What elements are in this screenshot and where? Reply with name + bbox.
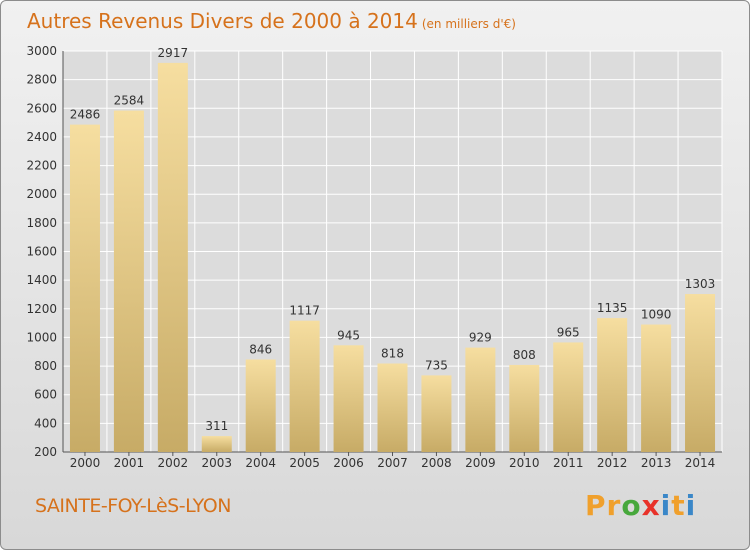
bar-value-label: 846 [249,342,272,356]
bar-value-label: 1090 [641,308,672,322]
bar [245,359,276,452]
logo-letter: t [671,489,686,522]
y-tick-label: 800 [34,359,57,373]
y-tick-label: 600 [34,388,57,402]
bar [509,364,540,452]
logo-letter: i [685,489,697,522]
bar-value-label: 2486 [70,108,101,122]
bar [377,363,408,452]
bar [465,347,496,452]
x-tick-label: 2011 [553,456,584,470]
y-tick-label: 2400 [26,130,57,144]
x-tick-label: 2014 [685,456,716,470]
label-layer: 2486 2584 2917 311 846 1117 945 818 735 929 808 965… [70,46,716,433]
chart-title: Autres Revenus Divers de 2000 à 2014 (en … [27,9,516,33]
bar-value-label: 735 [425,358,448,372]
bar-value-label: 1303 [685,277,716,291]
proxiti-logo[interactable]: Proxiti [585,489,696,522]
bar-value-label: 818 [381,346,404,360]
x-tick-label: 2005 [289,456,320,470]
x-tick-label: 2013 [641,456,672,470]
y-tick-label: 2600 [26,101,57,115]
y-tick-label: 1600 [26,245,57,259]
bar [201,436,232,452]
y-tick-label: 2800 [26,73,57,87]
x-tick-label: 2002 [158,456,189,470]
x-tick-label: 2007 [377,456,408,470]
y-tick-label: 400 [34,416,57,430]
bar [421,375,452,452]
chart-title-text: Autres Revenus Divers de 2000 à 2014 [27,9,418,33]
bar-value-label: 1135 [597,301,628,315]
bar [641,324,672,452]
logo-letter: r [606,489,622,522]
x-tick-label: 2000 [70,456,101,470]
bar-value-label: 808 [513,348,536,362]
x-tick-label: 2003 [201,456,232,470]
bar-value-label: 2584 [114,94,145,108]
chart-subtitle: (en milliers d'€) [421,17,516,31]
x-tick-label: 2006 [333,456,364,470]
axis-layer: 200 400 600 800 1000 1200 1400 1600 1800 2000 2200… [26,44,722,470]
y-tick-label: 1400 [26,273,57,287]
bar-value-label: 311 [205,419,228,433]
city-name: SAINTE-FOY-LèS-LYON [35,495,231,517]
y-tick-label: 2000 [26,187,57,201]
y-tick-label: 2200 [26,159,57,173]
x-tick-label: 2008 [421,456,452,470]
bar [553,342,584,452]
bar-layer [69,62,716,453]
bar [333,345,364,452]
bar [157,62,188,453]
bar [69,124,100,452]
bar-value-label: 965 [557,325,580,339]
logo-letter: o [621,489,642,522]
x-tick-label: 2004 [245,456,276,470]
x-tick-label: 2012 [597,456,628,470]
bar-value-label: 945 [337,328,360,342]
logo-letter: i [660,489,672,522]
logo-letter: x [641,489,661,522]
y-tick-label: 3000 [26,44,57,58]
bar [685,294,716,452]
x-tick-label: 2009 [465,456,496,470]
bar-value-label: 1117 [289,304,320,318]
y-tick-label: 1000 [26,330,57,344]
y-tick-label: 1200 [26,302,57,316]
x-tick-label: 2010 [509,456,540,470]
bar-value-label: 2917 [158,46,189,60]
x-tick-label: 2001 [114,456,145,470]
bar [289,320,320,452]
bar [597,318,628,452]
bar [113,110,144,452]
y-tick-label: 1800 [26,216,57,230]
bar-value-label: 929 [469,331,492,345]
y-tick-label: 200 [34,445,57,459]
logo-letter: P [585,489,607,522]
